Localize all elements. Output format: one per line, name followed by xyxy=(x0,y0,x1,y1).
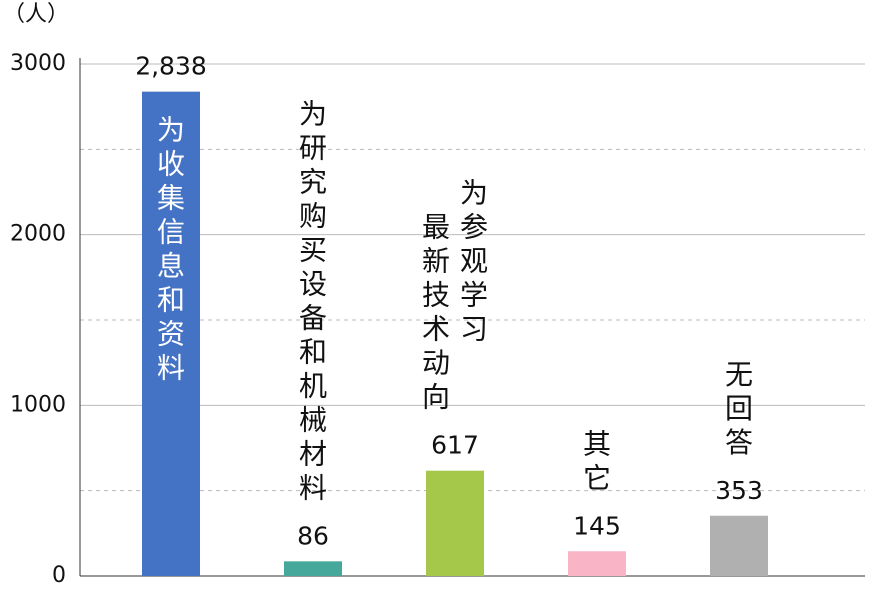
category-label: 为收集信息和资料 xyxy=(157,114,185,385)
y-tick-label: 1000 xyxy=(10,392,66,417)
bar xyxy=(568,551,626,576)
bar xyxy=(710,515,768,576)
bar xyxy=(426,470,484,576)
y-tick-label: 3000 xyxy=(10,51,66,76)
category-label: 无回答 xyxy=(725,358,753,459)
category-label: 为参观学习最新技术动向 xyxy=(422,177,488,414)
y-tick-label: 0 xyxy=(52,563,66,588)
category-label: 其它 xyxy=(583,427,611,494)
y-tick-label: 2000 xyxy=(10,222,66,247)
value-label: 2,838 xyxy=(135,52,207,81)
value-label: 353 xyxy=(715,476,763,505)
category-label: 为研究购买设备和机械材料 xyxy=(299,97,327,504)
value-label: 145 xyxy=(573,511,621,540)
y-unit: （人） xyxy=(3,2,69,27)
value-label: 617 xyxy=(431,431,479,460)
bar xyxy=(142,91,200,576)
value-label: 86 xyxy=(297,521,329,550)
bar xyxy=(284,561,342,576)
